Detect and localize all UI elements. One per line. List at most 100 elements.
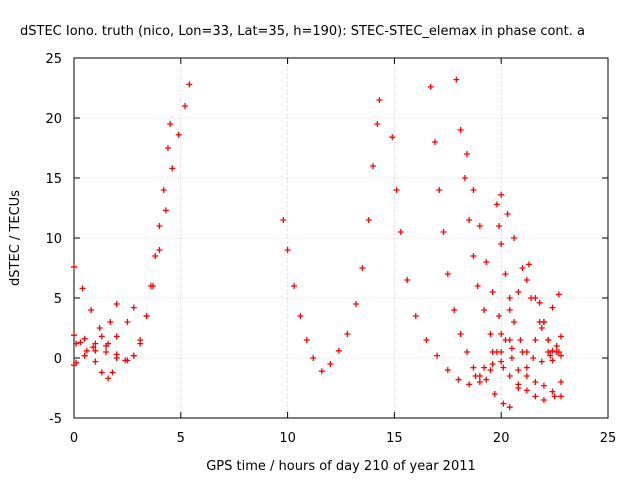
data-point [423,337,430,343]
data-point [359,265,366,271]
data-point [523,387,530,394]
data-point [451,307,458,313]
y-tick-label: 5 [54,292,62,307]
data-point [558,379,565,385]
data-point [404,277,411,283]
data-point [523,277,530,283]
data-point [352,301,359,307]
data-point [344,331,351,337]
data-point [92,340,99,347]
data-point [164,145,171,151]
x-tick-label: 15 [386,431,403,446]
data-point [92,358,99,365]
data-point [549,388,556,395]
data-point [481,307,488,313]
data-point [489,361,496,367]
data-point [453,76,460,83]
data-point [540,319,547,325]
data-point [318,368,325,375]
data-point [498,331,505,337]
data-point [397,229,404,235]
data-point [553,349,560,355]
data-point [515,289,522,295]
data-point [483,376,490,383]
series-4 [73,121,174,364]
data-point [523,349,530,355]
data-point [470,253,477,259]
data-point [504,211,511,217]
data-point [491,391,498,397]
data-point [502,271,509,277]
data-point [515,367,522,373]
y-tick-label: 20 [45,112,62,127]
data-point [175,131,182,138]
data-point [466,381,473,388]
data-point [461,175,468,181]
data-point [487,331,494,337]
data-point [124,357,131,364]
data-point [511,235,518,241]
data-point [109,369,116,376]
data-point [515,385,522,391]
data-point [558,333,565,340]
data-point [511,319,518,325]
data-point [280,217,287,223]
series-15 [536,299,565,354]
data-point [506,404,513,411]
data-point [476,223,483,229]
series-13 [491,291,562,411]
x-axis-label: GPS time / hours of day 210 of year 2011 [206,459,476,474]
data-point [434,352,441,359]
series-6 [389,134,526,388]
data-point [496,313,503,319]
data-point [81,335,88,342]
data-point [143,313,150,319]
data-point [457,127,464,133]
data-point [156,223,163,229]
data-point [98,333,105,340]
data-point [130,304,137,311]
data-point [436,187,443,193]
data-point [335,347,342,354]
data-point [489,289,496,295]
data-point [523,373,530,379]
y-axis-label: dSTEC / TECUs [8,190,23,286]
data-point [186,81,193,88]
data-point [493,201,500,208]
data-point [500,364,507,371]
data-point [83,347,90,354]
data-point [508,345,515,352]
data-point [464,151,471,157]
grid [74,58,608,418]
x-tick-label: 0 [70,431,78,446]
data-point [124,319,131,325]
series-3 [71,304,137,369]
x-tick-label: 5 [177,431,185,446]
data-point [532,379,539,385]
data-point [77,339,84,346]
data-point [532,295,539,301]
data-point [169,165,176,172]
data-point [303,337,310,343]
data-point [147,283,154,289]
data-point [427,83,434,90]
data-point [487,367,494,373]
data-point [376,97,383,103]
data-point [532,337,539,343]
data-point [92,347,99,354]
x-tick-label: 25 [600,431,617,446]
data-point [523,364,530,371]
data-point [182,103,189,109]
data-point [90,344,97,351]
series-7 [427,83,513,383]
data-point [297,313,304,319]
series-0 [71,81,193,364]
series-2 [71,332,116,382]
data-point [107,319,114,325]
y-tick-label: 15 [45,172,62,187]
data-point [549,304,556,311]
data-point [551,393,558,400]
series-11 [498,191,565,359]
x-tick-label: 10 [279,431,296,446]
